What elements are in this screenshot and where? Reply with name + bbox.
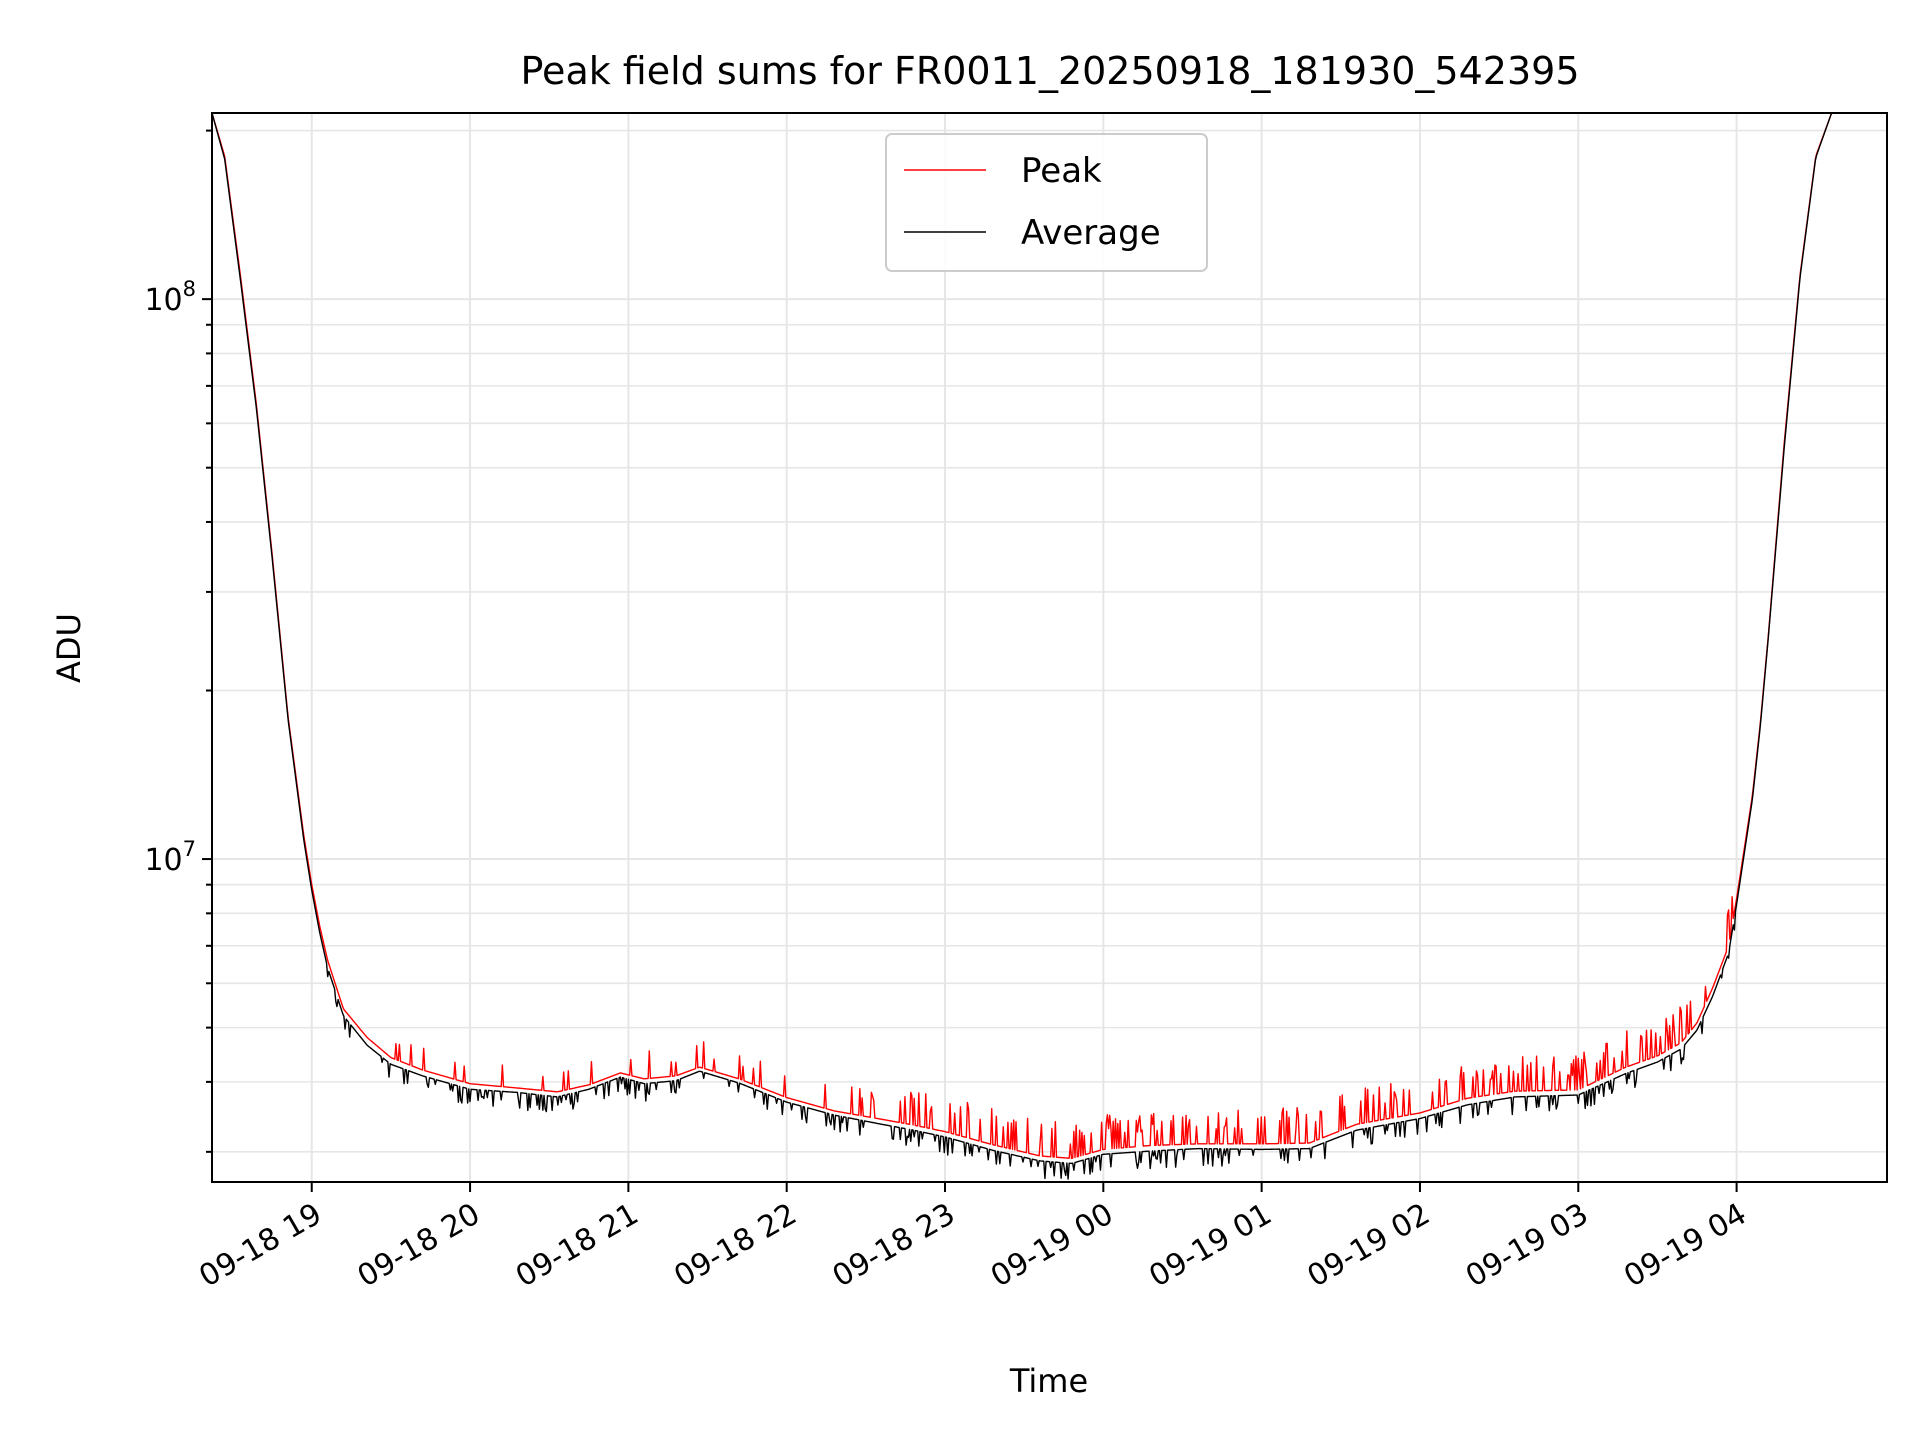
y-tick-label: 108: [144, 277, 196, 318]
legend-average-label: Average: [1021, 213, 1161, 253]
grid: [212, 113, 1887, 1182]
y-tick-label: 107: [144, 837, 196, 878]
plot-frame: [211, 112, 1888, 1183]
chart-title: Peak field sums for FR0011_20250918_1819…: [521, 49, 1580, 93]
series-line-peak: [211, 112, 1833, 1160]
y-axis-label: ADU: [50, 613, 88, 683]
series-layer: [211, 112, 1833, 1180]
y-axis: 107 108: [144, 129, 212, 1153]
legend-box: [885, 133, 1208, 272]
series-line-average: [211, 112, 1833, 1180]
legend: Peak Average: [885, 133, 1208, 272]
legend-peak-label: Peak: [1021, 151, 1102, 191]
x-axis-label: Time: [1009, 1362, 1088, 1400]
